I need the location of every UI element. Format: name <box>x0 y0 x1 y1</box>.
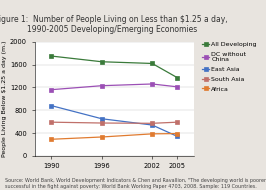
Legend: All Developing, DC without
China, East Asia, South Asia, Africa: All Developing, DC without China, East A… <box>201 41 257 92</box>
Text: Source: World Bank, World Development Indicators & Chen and Ravallion, "The deve: Source: World Bank, World Development In… <box>5 178 266 189</box>
Text: Figure 1:  Number of People Living on Less than $1.25 a day,
1990-2005 Developin: Figure 1: Number of People Living on Les… <box>0 15 228 34</box>
Y-axis label: People Living Below $1.25 a day (m.): People Living Below $1.25 a day (m.) <box>2 40 7 157</box>
